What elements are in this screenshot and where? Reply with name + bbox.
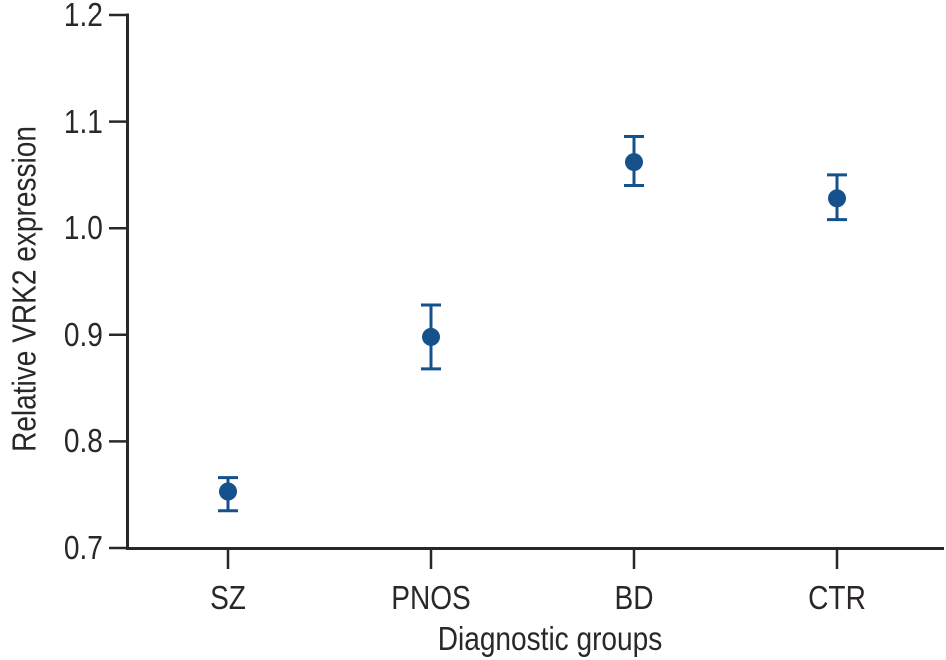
x-tick-marks <box>226 550 839 569</box>
x-tick-label-pnos: PNOS <box>391 579 471 616</box>
data-point-pnos <box>421 303 441 371</box>
mean-marker <box>422 327 440 346</box>
data-point-ctr <box>827 173 847 222</box>
y-tick-label: 0.8 <box>64 422 103 460</box>
mean-marker <box>219 482 237 501</box>
axes <box>126 13 944 550</box>
data-point-sz <box>218 476 238 513</box>
y-tick-label: 1.1 <box>64 102 103 140</box>
y-tick-label: 1.0 <box>64 209 103 247</box>
y-axis-title: Relative VRK2 expression <box>5 126 43 452</box>
x-axis-title: Diagnostic groups <box>437 620 663 657</box>
y-tick-label: 0.7 <box>64 528 103 566</box>
x-tick-label-sz: SZ <box>210 579 246 616</box>
y-tick-marks <box>109 13 127 550</box>
x-tick-label-ctr: CTR <box>808 579 866 616</box>
data-points <box>218 135 847 513</box>
y-tick-label: 0.9 <box>64 315 103 353</box>
y-tick-label: 1.2 <box>64 0 103 33</box>
mean-marker <box>625 153 643 172</box>
mean-marker <box>828 189 846 208</box>
data-point-bd <box>624 135 644 188</box>
x-tick-label-bd: BD <box>614 579 654 616</box>
